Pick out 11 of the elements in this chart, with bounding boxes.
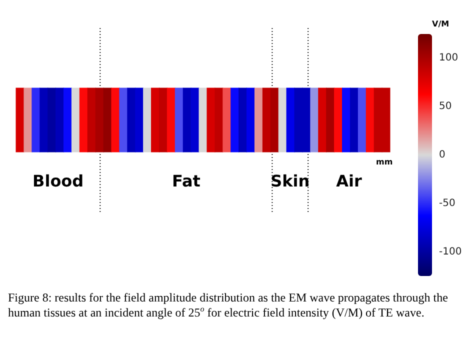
color-bar-label: -50	[439, 198, 456, 209]
color-bar-label: 0	[439, 150, 446, 160]
color-bar-title: V/M	[432, 20, 450, 28]
text: Fat	[172, 172, 201, 190]
color-bar-label: 50	[439, 101, 452, 112]
color-bar-label: 100	[439, 52, 458, 64]
color-bar-label: -100	[439, 246, 462, 258]
text: Skin	[270, 172, 310, 190]
x-axis-title: mm	[376, 158, 393, 166]
text: Air	[336, 172, 362, 190]
text: Blood	[32, 172, 84, 190]
